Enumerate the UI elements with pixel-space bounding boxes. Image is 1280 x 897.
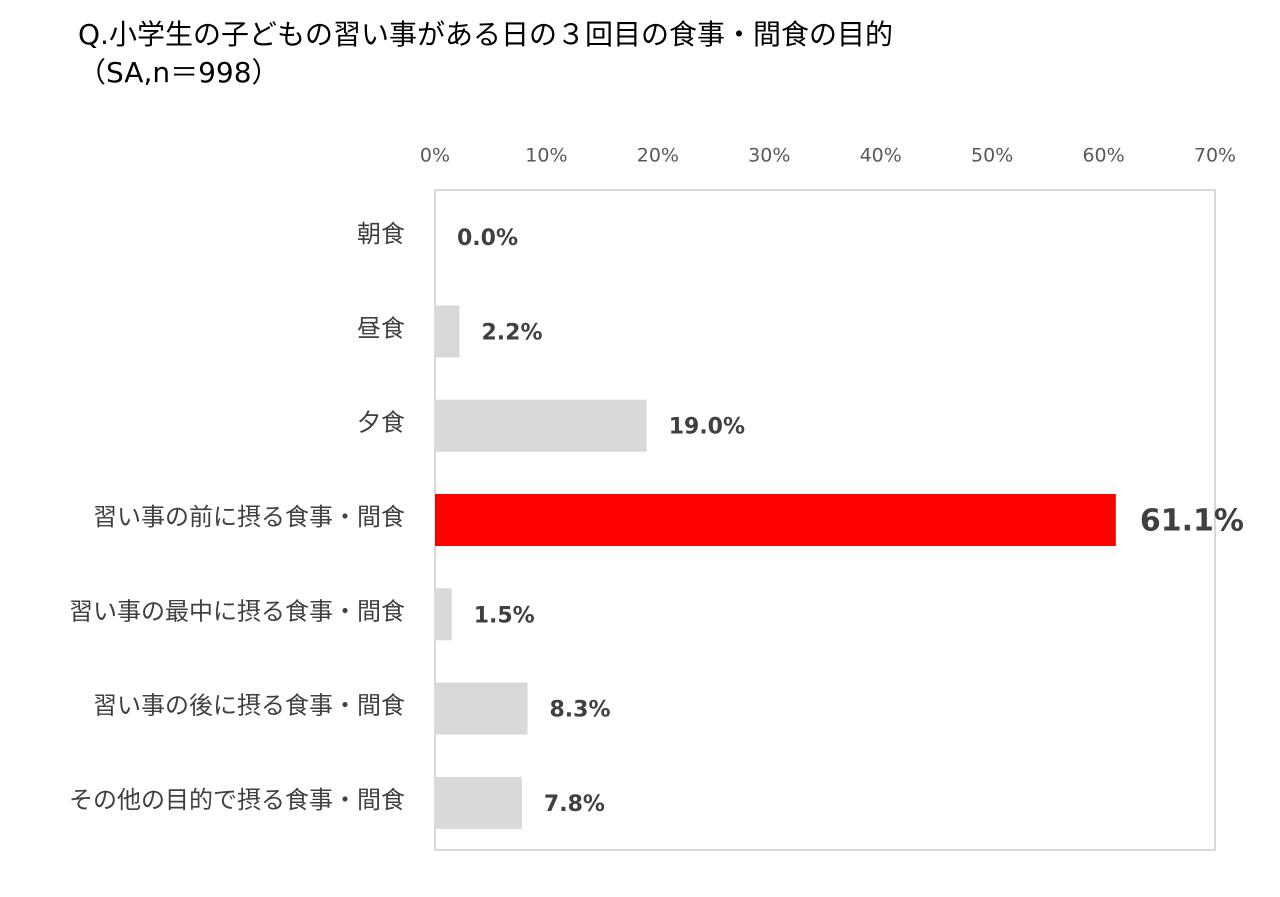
value-label: 8.3% (549, 698, 610, 723)
x-tick-label: 60% (1082, 145, 1124, 167)
y-tick-label: 夕食 (357, 409, 405, 437)
value-label: 0.0% (457, 226, 518, 251)
bar (435, 588, 452, 641)
x-tick-label: 70% (1194, 145, 1236, 167)
x-tick-label: 10% (525, 145, 567, 167)
bar (435, 305, 460, 358)
value-label: 1.5% (474, 603, 535, 628)
x-tick-label: 0% (420, 145, 450, 167)
x-tick-label: 20% (637, 145, 679, 167)
x-tick-label: 30% (748, 145, 790, 167)
value-label: 2.2% (482, 320, 543, 345)
chart-subtitle: （SA,n＝998） (78, 56, 280, 89)
bar (435, 776, 522, 829)
x-tick-label: 40% (860, 145, 902, 167)
y-tick-label: 習い事の前に摂る食事・間食 (93, 503, 405, 531)
y-tick-label: その他の目的で摂る食事・間食 (69, 786, 405, 814)
y-tick-label: 習い事の後に摂る食事・間食 (93, 692, 405, 720)
chart-title: Q.小学生の子どもの習い事がある日の３回目の食事・間食の目的 (78, 18, 893, 51)
x-tick-label: 50% (971, 145, 1013, 167)
bar (435, 399, 647, 452)
value-label: 19.0% (669, 415, 745, 440)
bar (435, 494, 1116, 546)
y-tick-label: 習い事の最中に摂る食事・間食 (69, 597, 405, 625)
y-tick-label: 朝食 (357, 220, 405, 248)
value-label: 7.8% (544, 792, 605, 817)
value-label: 61.1% (1140, 504, 1244, 539)
bar (435, 682, 528, 735)
y-tick-label: 昼食 (357, 314, 405, 342)
